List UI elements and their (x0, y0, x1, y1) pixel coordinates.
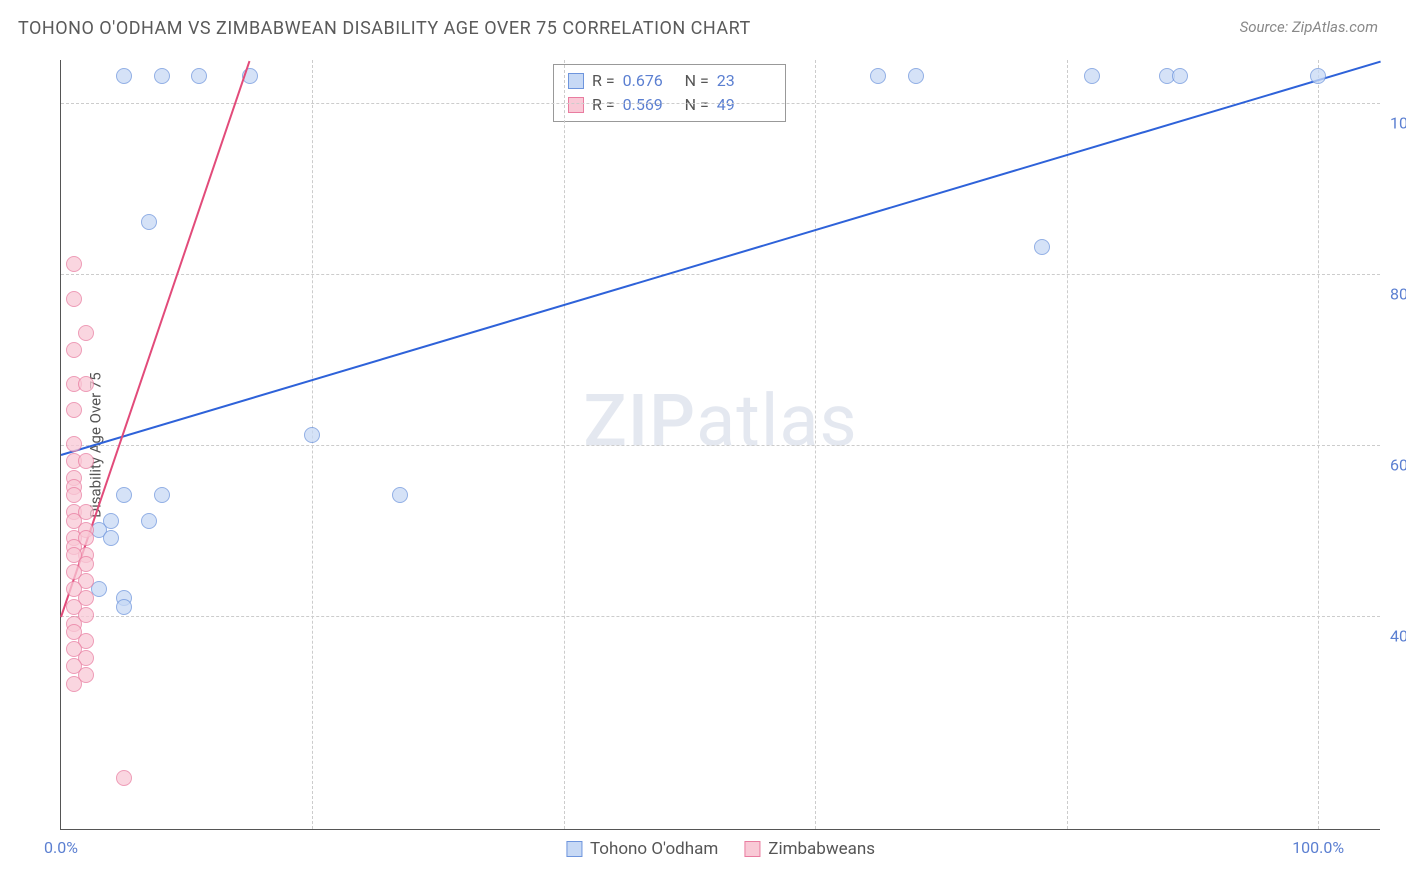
data-point (103, 530, 119, 546)
gridline-h (61, 616, 1380, 617)
legend-item-2: Zimbabweans (744, 839, 875, 859)
data-point (908, 68, 924, 84)
data-point (191, 68, 207, 84)
data-point (78, 376, 94, 392)
gridline-v (312, 60, 313, 829)
watermark-atlas: atlas (696, 379, 858, 464)
y-tick-label: 60.0% (1390, 456, 1406, 475)
chart-header: TOHONO O'ODHAM VS ZIMBABWEAN DISABILITY … (0, 0, 1406, 49)
data-point (116, 68, 132, 84)
watermark-zip: ZIP (583, 379, 696, 464)
y-tick-label: 80.0% (1390, 284, 1406, 303)
legend-swatch-1 (568, 73, 584, 89)
data-point (66, 342, 82, 358)
n-label: N = (685, 93, 709, 117)
scatter-chart: ZIPatlas Disability Age Over 75 R = 0.67… (60, 60, 1380, 830)
data-point (870, 68, 886, 84)
data-point (154, 487, 170, 503)
r-label: R = (592, 93, 615, 117)
legend-swatch-icon (744, 841, 760, 857)
data-point (1310, 68, 1326, 84)
gridline-v (1067, 60, 1068, 829)
watermark: ZIPatlas (583, 379, 857, 464)
legend-swatch-2 (568, 97, 584, 113)
data-point (78, 325, 94, 341)
legend-swatch-icon (566, 841, 582, 857)
r-value-2: 0.569 (623, 93, 677, 117)
gridline-h (61, 445, 1380, 446)
r-value-1: 0.676 (623, 69, 677, 93)
correlation-legend: R = 0.676 N = 23 R = 0.569 N = 49 (553, 64, 786, 122)
data-point (392, 487, 408, 503)
data-point (1172, 68, 1188, 84)
data-point (116, 487, 132, 503)
data-point (66, 402, 82, 418)
r-label: R = (592, 69, 615, 93)
legend-row-1: R = 0.676 N = 23 (568, 69, 771, 93)
data-point (141, 214, 157, 230)
y-tick-label: 100.0% (1390, 113, 1406, 132)
chart-title: TOHONO O'ODHAM VS ZIMBABWEAN DISABILITY … (18, 18, 751, 39)
gridline-v (815, 60, 816, 829)
y-tick-label: 40.0% (1390, 627, 1406, 646)
legend-item-1: Tohono O'odham (566, 839, 718, 859)
x-tick-label: 0.0% (44, 838, 78, 857)
n-value-1: 23 (717, 69, 771, 93)
data-point (116, 599, 132, 615)
legend-label-1: Tohono O'odham (590, 839, 718, 859)
data-point (116, 770, 132, 786)
x-tick-label: 100.0% (1292, 838, 1344, 857)
gridline-v (1318, 60, 1319, 829)
legend-label-2: Zimbabweans (768, 839, 875, 859)
data-point (66, 676, 82, 692)
data-point (78, 453, 94, 469)
n-value-2: 49 (717, 93, 771, 117)
gridline-v (564, 60, 565, 829)
gridline-h (61, 274, 1380, 275)
data-point (1084, 68, 1100, 84)
chart-source: Source: ZipAtlas.com (1240, 18, 1378, 36)
data-point (154, 68, 170, 84)
data-point (141, 513, 157, 529)
data-point (66, 256, 82, 272)
gridline-h (61, 103, 1380, 104)
legend-row-2: R = 0.569 N = 49 (568, 93, 771, 117)
series-legend: Tohono O'odham Zimbabweans (566, 839, 875, 859)
data-point (1034, 239, 1050, 255)
data-point (304, 427, 320, 443)
data-point (66, 291, 82, 307)
n-label: N = (685, 69, 709, 93)
data-point (66, 436, 82, 452)
data-point (66, 487, 82, 503)
